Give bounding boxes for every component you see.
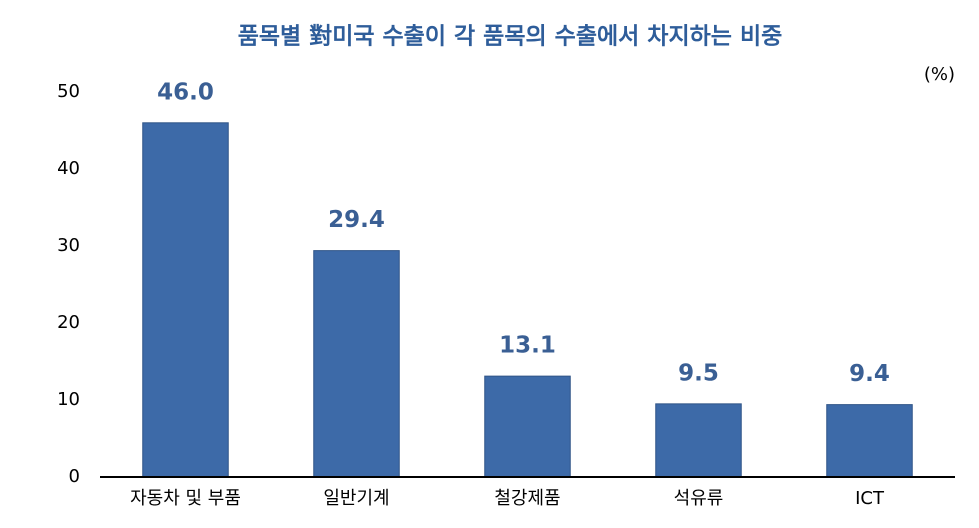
x-tick-label: 철강제품	[494, 488, 560, 509]
bar	[826, 404, 913, 478]
bar	[484, 375, 571, 478]
x-tick-label: ICT	[855, 488, 885, 509]
value-label: 29.4	[328, 207, 385, 233]
y-tick-label: 30	[57, 235, 80, 256]
y-tick-label: 10	[57, 389, 80, 410]
chart-title: 품목별 對미국 수출이 각 품목의 수출에서 차지하는 비중	[238, 24, 783, 50]
x-tick-label: 일반기계	[323, 488, 389, 509]
y-tick-label: 50	[57, 81, 80, 102]
unit-label: (%)	[924, 64, 955, 85]
bar	[655, 403, 742, 478]
bar	[142, 122, 229, 478]
value-label: 13.1	[499, 333, 556, 359]
value-label: 9.5	[678, 360, 719, 386]
x-tick-label: 석유류	[674, 488, 724, 509]
bar	[313, 250, 400, 478]
x-tick-label: 자동차 및 부품	[130, 488, 241, 509]
y-tick-label: 0	[69, 466, 80, 487]
value-label: 46.0	[157, 79, 214, 105]
y-tick-label: 40	[57, 158, 80, 179]
value-label: 9.4	[849, 361, 890, 387]
y-tick-label: 20	[57, 312, 80, 333]
